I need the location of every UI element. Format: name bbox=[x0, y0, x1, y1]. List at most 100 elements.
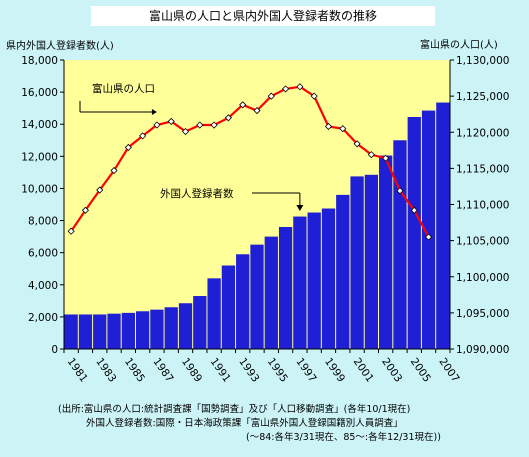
source-line-1: (出所:富山県の人口:統計調査課「国勢調査」及び「人口移動調査」(各年10/1現… bbox=[58, 404, 411, 415]
population-marker bbox=[224, 114, 232, 122]
bar bbox=[421, 110, 436, 349]
bar bbox=[336, 194, 350, 349]
bar bbox=[393, 140, 407, 349]
population-marker bbox=[124, 143, 132, 151]
left-tick-label: 2,000 bbox=[28, 312, 58, 324]
left-tick-label: 8,000 bbox=[28, 216, 58, 228]
foreign-callout-arrow bbox=[296, 205, 304, 211]
population-annotation: 富山県の人口 bbox=[92, 82, 155, 95]
population-marker bbox=[296, 83, 304, 91]
right-tick-label: 1,110,000 bbox=[456, 200, 509, 212]
bar bbox=[150, 309, 164, 349]
right-axis-title: 富山県の人口(人) bbox=[420, 40, 498, 51]
population-marker bbox=[139, 132, 147, 140]
right-tick-label: 1,120,000 bbox=[456, 127, 509, 139]
bar bbox=[193, 296, 207, 349]
population-marker bbox=[253, 107, 261, 115]
bar bbox=[107, 313, 121, 349]
x-tick-label: 1985 bbox=[122, 356, 147, 385]
right-tick-label: 1,100,000 bbox=[456, 272, 509, 284]
bar bbox=[350, 176, 364, 349]
bar bbox=[78, 314, 93, 349]
population-marker bbox=[324, 122, 333, 131]
population-marker bbox=[181, 127, 190, 136]
bar bbox=[293, 216, 307, 349]
population-marker bbox=[424, 233, 433, 241]
x-tick-label: 1999 bbox=[322, 356, 347, 385]
population-marker bbox=[110, 166, 118, 175]
population-marker bbox=[353, 140, 361, 148]
population-marker bbox=[196, 121, 204, 129]
bar bbox=[364, 174, 379, 349]
bar-series-foreign-registrants bbox=[64, 102, 450, 349]
x-tick-label: 1993 bbox=[236, 356, 261, 385]
right-tick-label: 1,125,000 bbox=[456, 91, 509, 103]
chart-title: 富山県の人口と県内外国人登録者数の推移 bbox=[91, 6, 435, 26]
bar bbox=[436, 102, 450, 349]
population-marker bbox=[167, 117, 175, 125]
left-tick-label: 4,000 bbox=[28, 280, 58, 292]
x-tick-label: 1983 bbox=[93, 356, 118, 385]
x-tick-label: 2001 bbox=[351, 356, 376, 385]
x-tick-label: 1995 bbox=[265, 356, 290, 385]
bar bbox=[307, 212, 321, 349]
bar bbox=[407, 116, 421, 349]
x-tick-label: 2007 bbox=[436, 356, 461, 385]
bar bbox=[135, 311, 150, 349]
left-tick-label: 10,000 bbox=[21, 183, 58, 195]
x-tick-label: 1987 bbox=[150, 356, 175, 385]
bar bbox=[321, 208, 336, 349]
left-tick-label: 18,000 bbox=[21, 55, 58, 67]
left-axis-title: 県内外国人登録者数(人) bbox=[6, 41, 114, 52]
population-marker bbox=[382, 154, 390, 162]
population-marker bbox=[367, 151, 375, 159]
population-line bbox=[70, 85, 430, 238]
bar bbox=[207, 278, 221, 349]
line-series-population bbox=[67, 83, 433, 241]
population-marker bbox=[153, 121, 161, 129]
bar bbox=[93, 314, 107, 349]
bar bbox=[278, 226, 293, 349]
population-marker bbox=[67, 227, 75, 235]
foreign-annotation: 外国人登録者数 bbox=[160, 187, 234, 200]
x-tick-label: 1997 bbox=[293, 356, 318, 385]
population-marker bbox=[396, 187, 404, 195]
x-tick-label: 1981 bbox=[65, 356, 90, 385]
right-tick-label: 1,130,000 bbox=[456, 55, 509, 67]
x-tick-label: 1989 bbox=[179, 356, 204, 385]
bar bbox=[64, 314, 78, 349]
bar bbox=[164, 307, 178, 349]
left-tick-label: 0 bbox=[51, 344, 58, 356]
bar bbox=[250, 244, 264, 349]
left-tick-label: 12,000 bbox=[21, 151, 58, 163]
population-marker bbox=[410, 206, 418, 214]
bar bbox=[121, 312, 135, 349]
population-marker bbox=[96, 186, 104, 194]
population-marker bbox=[81, 206, 90, 214]
bar bbox=[221, 265, 236, 349]
source-line-3: (〜84:各年3/31現在、85〜:各年12/31現在)) bbox=[246, 432, 441, 443]
bar bbox=[178, 303, 193, 349]
x-tick-label: 2005 bbox=[408, 356, 433, 385]
x-tick-label: 1991 bbox=[208, 356, 233, 385]
source-note: (出所:富山県の人口:統計調査課「国勢調査」及び「人口移動調査」(各年10/1現… bbox=[58, 403, 441, 445]
right-tick-label: 1,105,000 bbox=[456, 236, 509, 248]
right-tick-label: 1,095,000 bbox=[456, 308, 509, 320]
population-marker bbox=[282, 85, 290, 93]
population-callout-arrow bbox=[151, 109, 157, 115]
right-tick-label: 1,090,000 bbox=[456, 344, 509, 356]
population-marker bbox=[310, 92, 318, 100]
bar bbox=[264, 236, 278, 349]
right-tick-label: 1,115,000 bbox=[456, 163, 509, 175]
population-marker bbox=[210, 121, 218, 129]
population-marker bbox=[239, 101, 247, 109]
population-marker bbox=[339, 125, 347, 133]
bar bbox=[236, 254, 250, 349]
bar bbox=[379, 155, 393, 349]
left-tick-label: 16,000 bbox=[21, 87, 58, 99]
x-tick-label: 2003 bbox=[379, 356, 404, 385]
source-line-2: 外国人登録者数:国際・日本海政策課「富山県外国人登録国籍別人員調査」 bbox=[86, 418, 403, 429]
population-marker bbox=[267, 92, 275, 100]
